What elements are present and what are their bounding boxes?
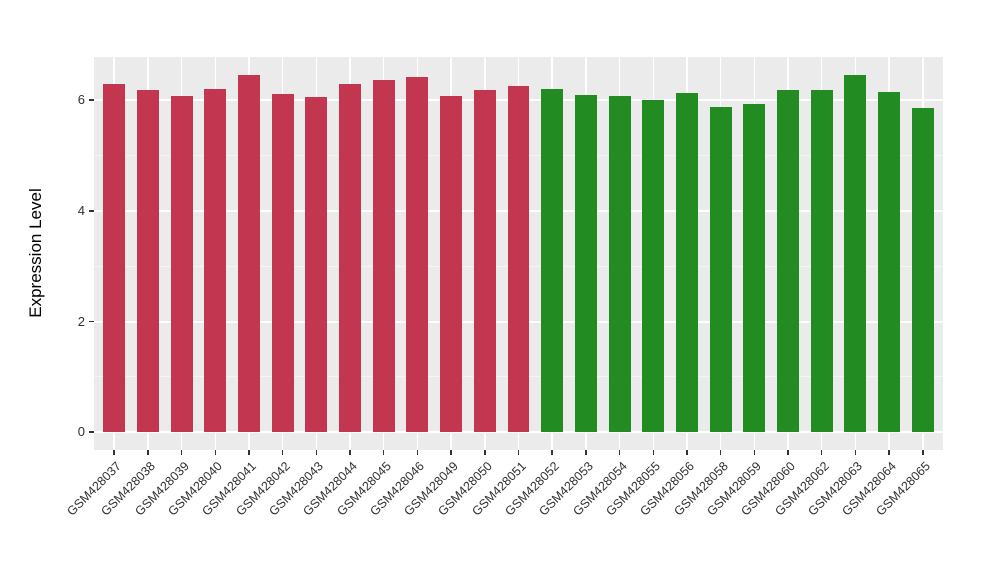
x-tick-mark (753, 450, 756, 455)
y-tick-label: 2 (77, 313, 85, 329)
bar (204, 88, 227, 433)
bar (136, 90, 159, 433)
x-tick-mark (888, 450, 890, 455)
x-tick-mark (787, 450, 789, 455)
bar (238, 74, 260, 433)
x-tick-mark (113, 450, 115, 455)
x-tick-mark (719, 450, 722, 455)
x-tick-mark (349, 450, 351, 455)
bar (810, 89, 833, 433)
bar (339, 83, 361, 433)
x-tick-mark (854, 450, 857, 455)
bar (608, 95, 631, 433)
x-tick-mark (248, 450, 250, 455)
x-tick-mark (281, 450, 284, 455)
bar (440, 95, 463, 433)
x-tick-mark (618, 450, 621, 455)
bar (743, 104, 766, 433)
bar (406, 76, 429, 433)
bar (305, 97, 328, 433)
x-tick-mark (686, 450, 688, 455)
x-tick-mark (585, 450, 587, 455)
x-tick-mark (484, 450, 486, 455)
bar (777, 90, 799, 433)
y-tick-label: 0 (77, 424, 85, 440)
x-tick-mark (450, 450, 452, 455)
y-tick-mark (89, 320, 94, 323)
bar (844, 75, 867, 433)
bar (170, 96, 193, 433)
x-tick-mark (551, 450, 553, 455)
y-tick-label: 4 (77, 202, 85, 218)
bar (676, 92, 698, 433)
bar (642, 100, 665, 433)
y-tick-label: 6 (77, 92, 85, 108)
x-tick-mark (922, 450, 924, 455)
y-tick-mark (89, 99, 94, 101)
x-tick-mark (315, 450, 318, 455)
y-tick-mark (89, 431, 94, 433)
bar (473, 89, 496, 433)
x-tick-mark (416, 450, 419, 455)
bar (911, 107, 934, 433)
plot-panel (94, 57, 943, 450)
x-tick-mark (147, 450, 149, 455)
bar (372, 80, 395, 433)
bar (507, 86, 530, 433)
bar (709, 107, 732, 433)
bar (878, 92, 901, 433)
bar (271, 93, 294, 433)
x-tick-mark (382, 450, 385, 455)
y-tick-mark (89, 210, 94, 212)
bar (541, 88, 564, 433)
bar (574, 94, 597, 433)
x-tick-mark (517, 450, 520, 455)
bar (103, 83, 126, 433)
x-tick-mark (820, 450, 823, 455)
x-tick-mark (214, 450, 217, 455)
x-tick-mark (652, 450, 654, 455)
x-tick-mark (180, 450, 183, 455)
